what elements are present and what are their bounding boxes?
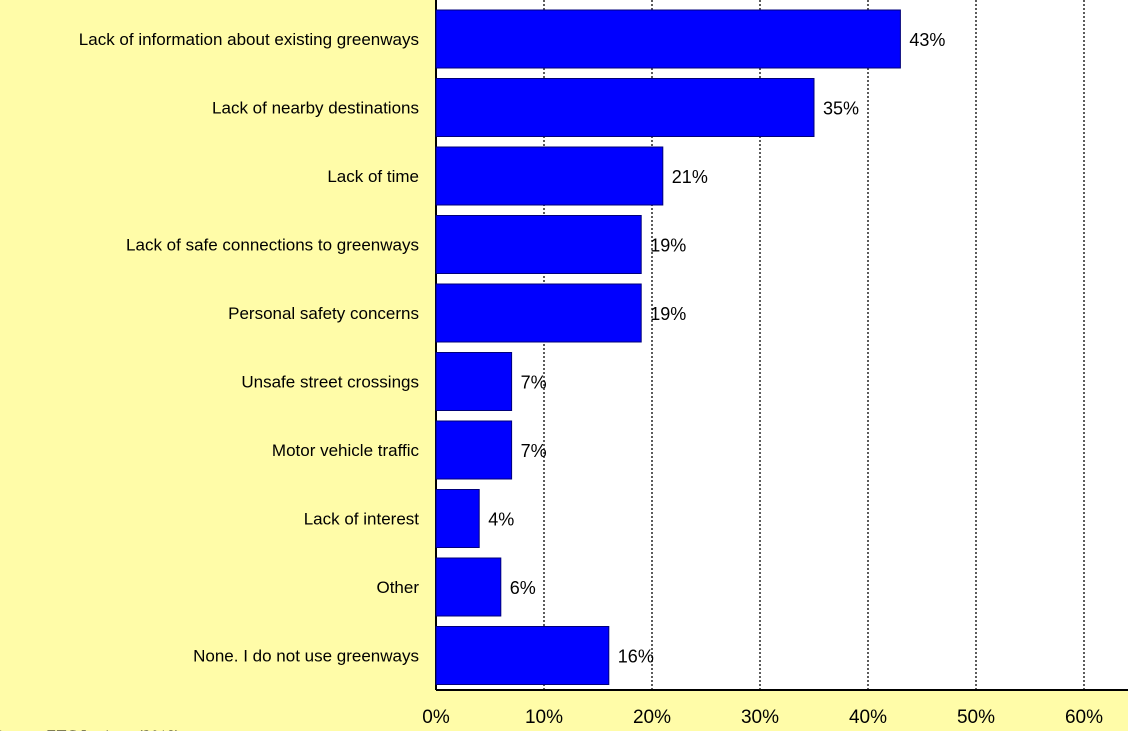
bar-7 [435,420,513,480]
source-note: Source: ETC Institute (2018) [0,728,180,731]
category-label: Personal safety concerns [228,304,419,323]
x-tick-label: 20% [633,707,671,728]
x-tick-label: 0% [422,707,450,728]
category-label: Lack of interest [304,510,420,529]
value-label: 16% [618,647,654,667]
value-label: 19% [650,304,686,324]
value-label: 7% [521,373,547,393]
category-label: Unsafe street crossings [241,373,419,392]
bar-1 [435,9,901,69]
category-label: None. I do not use greenways [193,647,419,666]
value-label: 43% [909,30,945,50]
bar-4 [435,215,642,274]
value-label: 7% [521,441,547,461]
category-label: Other [376,578,419,597]
bar-8 [435,489,480,548]
category-label: Lack of nearby destinations [212,99,419,118]
bar-2 [435,78,815,137]
x-tick-label: 40% [849,707,887,728]
bar-5 [435,283,642,343]
category-label: Lack of information about existing green… [79,30,419,49]
bar-10 [435,626,610,685]
value-label: 6% [510,578,536,598]
bar-6 [435,352,513,411]
x-tick-label: 60% [1065,707,1103,728]
value-label: 21% [672,167,708,187]
value-label: 35% [823,99,859,119]
bar-9 [435,557,502,617]
category-label: Lack of safe connections to greenways [126,236,419,255]
value-label: 4% [488,510,514,530]
x-tick-label: 30% [741,707,779,728]
x-tick-label: 10% [525,707,563,728]
x-tick-label: 50% [957,707,995,728]
value-label: 19% [650,236,686,256]
category-label: Lack of time [327,167,419,186]
category-label: Motor vehicle traffic [272,441,420,460]
bar-3 [435,146,664,206]
